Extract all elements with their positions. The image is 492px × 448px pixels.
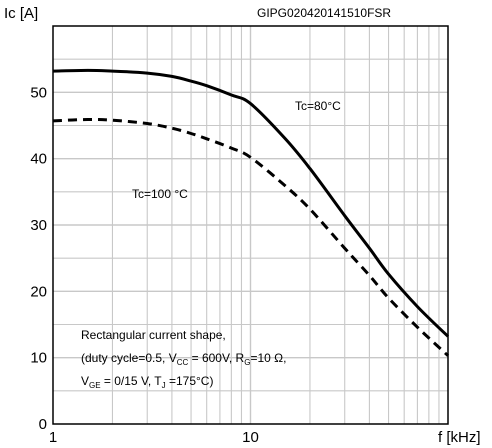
y-tick-label: 30 xyxy=(30,217,47,234)
y-tick-label: 40 xyxy=(30,151,47,168)
vge-subscript: GE xyxy=(89,381,101,390)
tc80-annotation: Tc=80°C xyxy=(295,99,341,113)
rg-subscript: G xyxy=(244,358,250,367)
series-layer xyxy=(52,68,450,357)
note-line-2-part-a: (duty cycle=0.5, V xyxy=(81,351,177,365)
conditions-note: Rectangular current shape, (duty cycle=0… xyxy=(81,328,286,390)
note-line-1: Rectangular current shape, xyxy=(81,328,226,342)
note-line-2-part-e: =10 Ω, xyxy=(250,351,286,365)
y-tick-label: 20 xyxy=(30,283,47,300)
y-axis-label: Ic [A] xyxy=(4,5,38,22)
tj-subscript: J xyxy=(162,381,166,390)
grid xyxy=(53,26,448,424)
note-line-3-part-c: = 0/15 V, T xyxy=(101,374,163,388)
y-tick-label: 0 xyxy=(39,416,47,433)
x-tick-label: 1 xyxy=(49,429,57,446)
tc100-annotation: Tc=100 °C xyxy=(132,187,188,201)
plot-frame xyxy=(52,25,449,425)
note-line-2-part-c: = 600V, R xyxy=(188,351,244,365)
x-tick-label: 10 xyxy=(242,429,259,446)
y-tick-label: 50 xyxy=(30,84,47,101)
series-2-line xyxy=(52,117,450,357)
vcc-subscript: CC xyxy=(177,358,189,367)
note-line-3-part-a: V xyxy=(81,374,89,388)
note-line-3-part-e: =175°C) xyxy=(166,374,214,388)
note-line-2: (duty cycle=0.5, VCC = 600V, RG=10 Ω, xyxy=(81,351,286,367)
y-tick-label: 10 xyxy=(30,350,47,367)
tick-labels: 0 10 20 30 40 50 1 10 xyxy=(30,84,259,446)
note-line-3: VGE = 0/15 V, TJ =175°C) xyxy=(81,374,213,390)
x-axis-label: f [kHz] xyxy=(438,429,481,446)
series-1-line xyxy=(52,68,450,338)
figure-code: GIPG020420141510FSR xyxy=(257,6,391,20)
